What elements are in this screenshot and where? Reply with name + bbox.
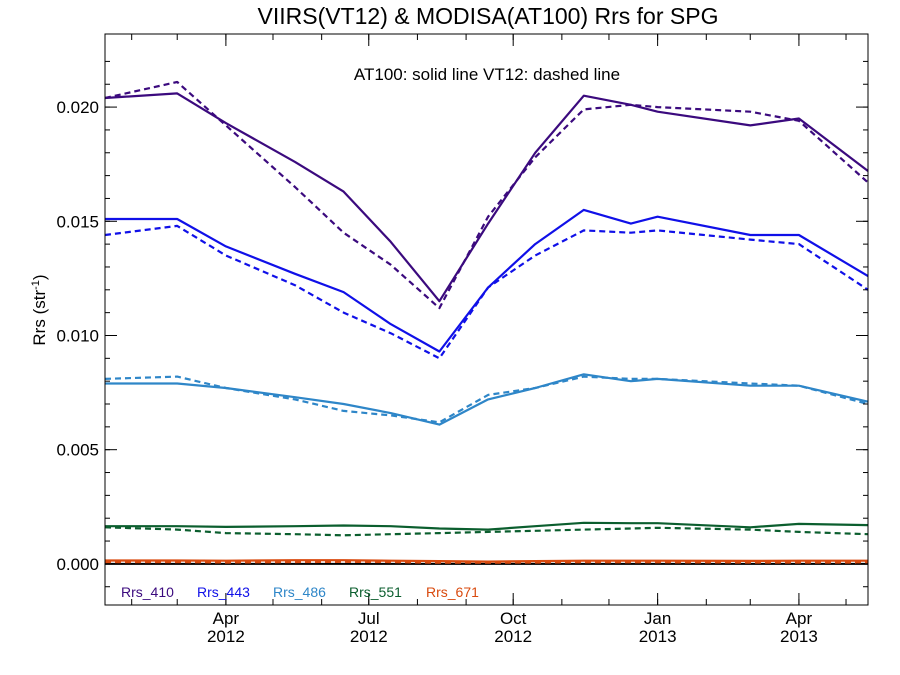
x-tick-label-month: Jul (358, 609, 380, 628)
x-tick-label-month: Apr (213, 609, 240, 628)
x-tick-label-year: 2012 (350, 627, 388, 646)
series-Rrs_551-at100-line (105, 521, 869, 531)
y-axis-label: Rrs (str-1) (30, 274, 49, 345)
x-tick-label-year: 2012 (494, 627, 532, 646)
legend-entry-Rrs_671: Rrs_671 (426, 584, 479, 600)
series-Rrs_443-vt12-line (104, 224, 869, 360)
legend-entry-Rrs_443: Rrs_443 (197, 584, 250, 600)
x-tick-label-month: Jan (644, 609, 671, 628)
y-tick-label: 0.010 (56, 326, 99, 345)
y-tick-label: 0.000 (56, 555, 99, 574)
x-tick-label-month: Apr (786, 609, 813, 628)
legend-entry-Rrs_551: Rrs_551 (349, 584, 402, 600)
series-Rrs_671-at100-line (105, 559, 868, 563)
series-Rrs_671-vt12-line (105, 560, 868, 564)
series-Rrs_551-vt12-line (104, 526, 869, 537)
y-tick-label: 0.005 (56, 441, 99, 460)
x-tick-label-year: 2013 (780, 627, 818, 646)
y-axis-label-main: Rrs (str (30, 290, 49, 346)
series-Rrs_486-vt12-line (104, 375, 869, 424)
plot-area: 0.0000.0050.0100.0150.020Apr2012Jul2012O… (56, 33, 869, 646)
y-tick-label: 0.020 (56, 98, 99, 117)
x-tick-label-year: 2012 (207, 627, 245, 646)
y-axis-label-suffix: ) (30, 274, 49, 280)
series-Rrs_443-at100-line (105, 208, 869, 353)
y-axis-label-superscript: -1 (30, 280, 42, 290)
x-tick-label-month: Oct (500, 609, 527, 628)
plot-frame (104, 33, 869, 606)
legend-entry-Rrs_486: Rrs_486 (273, 584, 326, 600)
chart-annotation: AT100: solid line VT12: dashed line (354, 65, 620, 84)
x-tick-label-year: 2013 (639, 627, 677, 646)
series-Rrs_410-at100-line (104, 92, 869, 303)
series-Rrs_410-vt12-line (104, 80, 869, 310)
legend-entry-Rrs_410: Rrs_410 (121, 584, 174, 600)
chart-title: VIIRS(VT12) & MODISA(AT100) Rrs for SPG (258, 3, 719, 29)
y-tick-label: 0.015 (56, 212, 99, 231)
series-Rrs_486-at100-line (105, 373, 869, 426)
